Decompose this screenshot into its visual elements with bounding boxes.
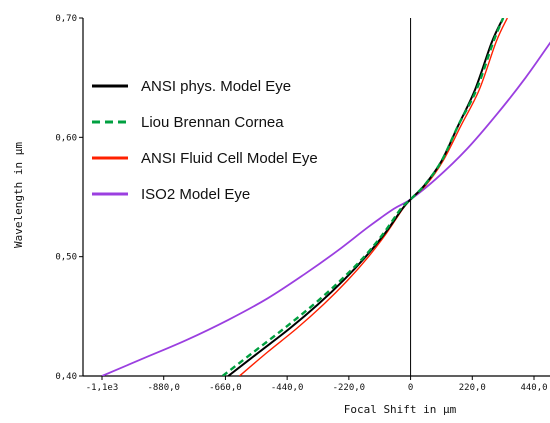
y-tick-label: 0,70: [55, 14, 77, 24]
y-axis-title: Wavelength in µm: [12, 142, 25, 248]
series-group: [101, 18, 550, 376]
y-tick-label: 0,50: [55, 253, 77, 263]
x-tick-label: -220,0: [333, 383, 366, 393]
x-tick-label: -440,0: [271, 383, 304, 393]
x-tick-label: -660,0: [209, 383, 242, 393]
y-tick-label: 0,40: [55, 372, 77, 382]
x-ticks-group: -1,1e3 -880,0 -660,0 -440,0 -220,0 0 220,0 440,…: [86, 376, 548, 393]
x-tick-label: 220,0: [459, 383, 486, 393]
legend-label-ansi-fluid-cell-model-eye: ANSI Fluid Cell Model Eye: [141, 150, 318, 167]
y-tick-label: 0,60: [55, 133, 77, 143]
x-axis-title: Focal Shift in µm: [344, 403, 457, 416]
legend-label-ansi-phys-model-eye: ANSI phys. Model Eye: [141, 78, 291, 95]
series-line-iso2-model-eye: [101, 41, 550, 376]
legend-label-iso2-model-eye: ISO2 Model Eye: [141, 186, 250, 203]
x-tick-label: 0: [408, 383, 413, 393]
x-tick-label: -1,1e3: [86, 383, 119, 393]
x-tick-label: -880,0: [147, 383, 180, 393]
x-tick-label: 440,0: [520, 383, 547, 393]
legend-label-liou-brennan-cornea: Liou Brennan Cornea: [141, 114, 284, 131]
legend: ANSI phys. Model Eye Liou Brennan Cornea A…: [92, 78, 318, 203]
series-line-liou-brennan-cornea: [221, 18, 505, 376]
y-ticks-group: 0,40 0,50 0,60 0,70: [55, 14, 83, 382]
plot-area: [83, 18, 550, 376]
